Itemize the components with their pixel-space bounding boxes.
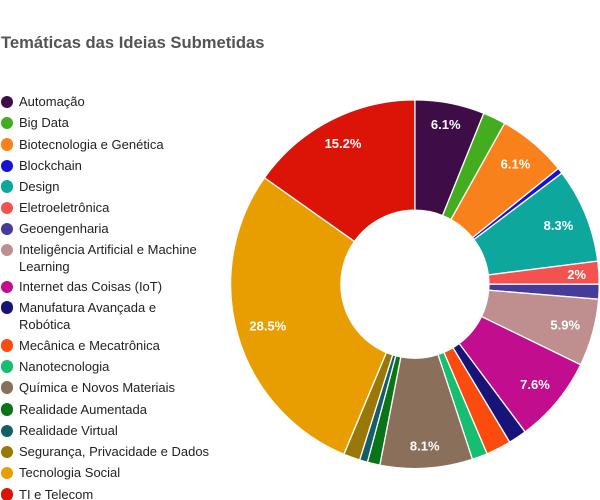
svg-text:7.6%: 7.6% [520, 377, 550, 392]
svg-text:5.9%: 5.9% [550, 318, 580, 333]
svg-text:6.1%: 6.1% [431, 117, 461, 132]
svg-text:28.5%: 28.5% [249, 319, 286, 334]
svg-text:6.1%: 6.1% [501, 156, 531, 171]
svg-text:2%: 2% [567, 267, 586, 282]
svg-text:8.3%: 8.3% [544, 218, 574, 233]
svg-text:15.2%: 15.2% [325, 136, 362, 151]
svg-text:8.1%: 8.1% [410, 439, 440, 454]
